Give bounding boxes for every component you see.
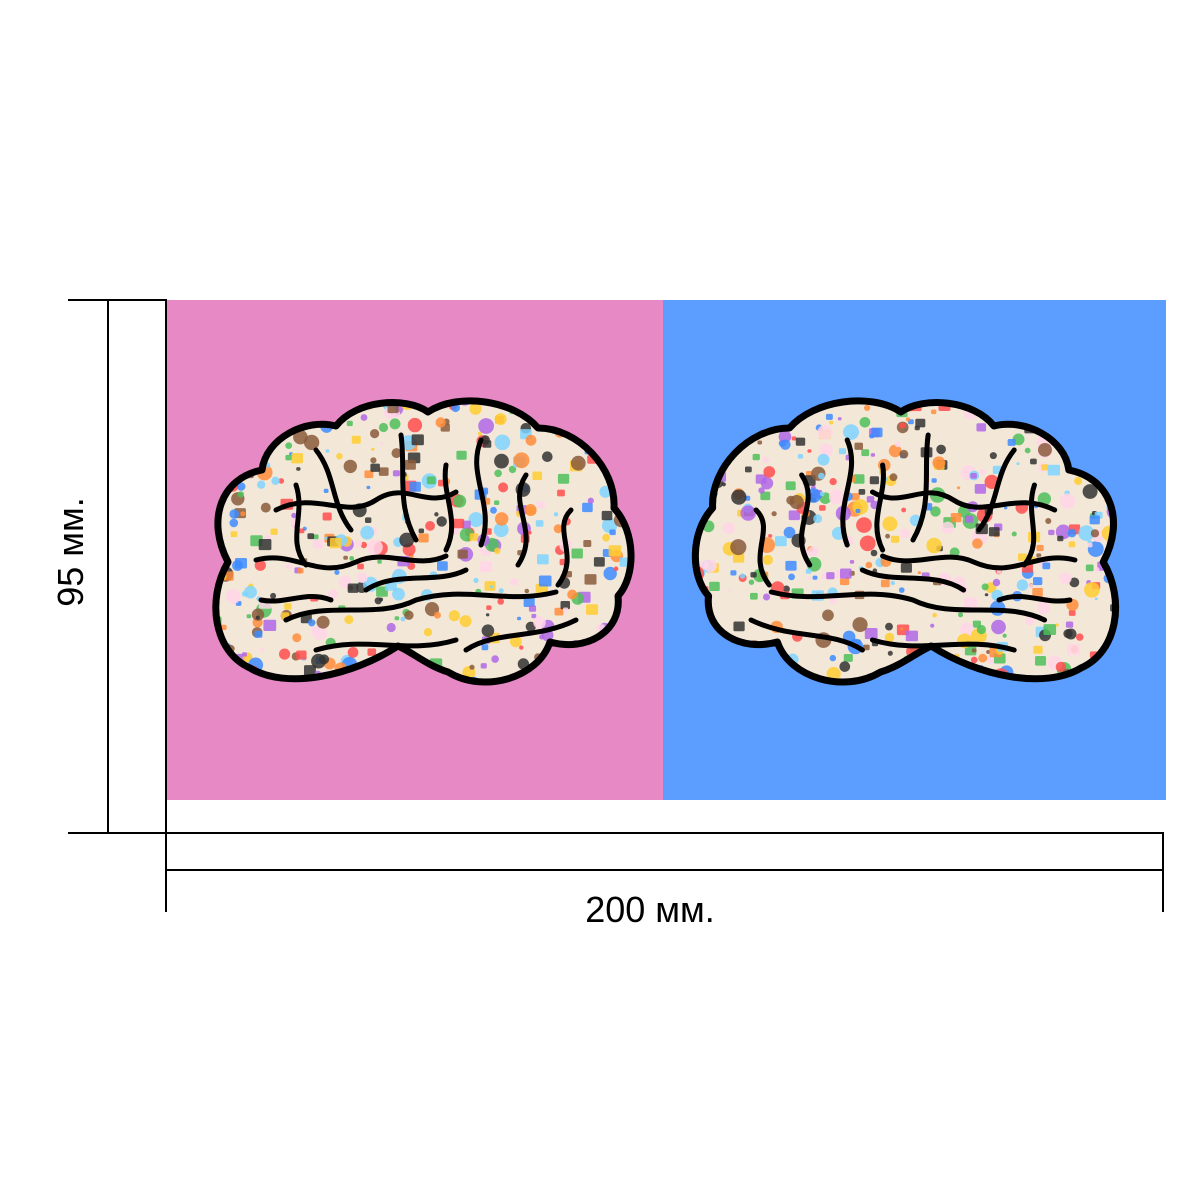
brain-fold [768, 589, 1048, 623]
width-dimension-line [165, 869, 1164, 871]
brain-fold [515, 472, 529, 568]
brain-fold [463, 617, 579, 653]
brain-outline [691, 397, 1120, 686]
brain-fold [874, 462, 886, 553]
brain-illustration-right [691, 397, 1120, 686]
brain-group [691, 397, 1120, 686]
width-inner-line [165, 832, 1164, 834]
pink-panel [166, 300, 663, 800]
width-extension-right [1162, 832, 1164, 912]
height-inner-line [165, 299, 167, 834]
brain-fold [976, 447, 1017, 533]
brain-fold [869, 637, 1017, 653]
height-label: 95 мм. [50, 497, 91, 607]
height-extension-bottom [68, 832, 167, 834]
brain-fold [474, 437, 488, 548]
brain-fold [748, 617, 865, 653]
brain-fold [555, 507, 574, 588]
brain-fold [398, 432, 419, 543]
brain-fold [880, 553, 1078, 571]
brain-fold [869, 489, 1058, 513]
height-extension-top [68, 299, 167, 301]
brain-fold [840, 437, 854, 548]
brain-fold [293, 482, 309, 568]
brain-fold [910, 432, 931, 543]
brain-fold [859, 567, 967, 593]
brain-outline [212, 397, 635, 686]
brain-fold [253, 553, 449, 571]
blue-panel [663, 300, 1166, 800]
brain-fold [363, 567, 469, 593]
brain-fold [313, 637, 459, 653]
brain-illustration-left [212, 397, 635, 686]
height-dimension-line [107, 299, 109, 834]
brain-fold [273, 489, 459, 513]
brain-fold [798, 472, 813, 568]
brain-fold [1021, 482, 1037, 568]
brain-fold [753, 507, 772, 588]
brain-fold [313, 447, 354, 533]
brain-group [212, 397, 635, 686]
brain-fold [258, 594, 334, 604]
brain-fold [996, 594, 1073, 604]
width-label: 200 мм. [585, 889, 715, 930]
brain-fold [283, 589, 559, 623]
width-extension-left [165, 832, 167, 912]
brain-fold [442, 462, 455, 553]
